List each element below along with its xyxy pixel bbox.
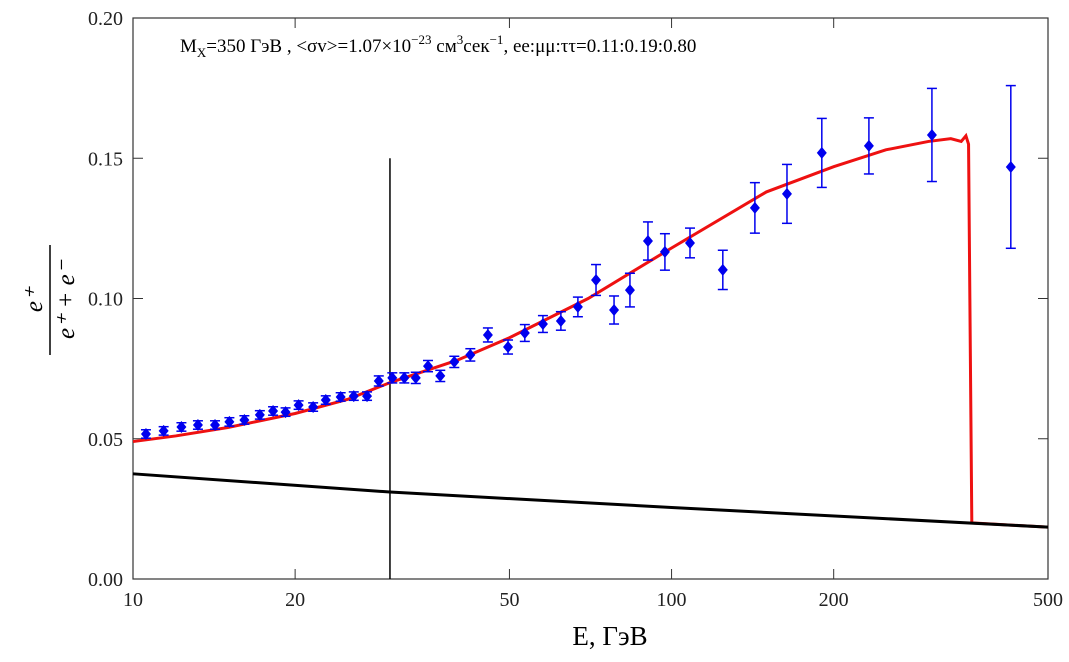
x-tick-label: 500 — [1033, 589, 1063, 611]
y-axis-label: e⁺ e⁺ + e⁻ — [21, 245, 80, 355]
data-point — [749, 201, 760, 214]
data-point — [555, 314, 566, 327]
data-point — [373, 374, 384, 387]
curve — [132, 132, 1049, 529]
data-point — [320, 394, 331, 407]
data-point — [308, 401, 319, 414]
data-point — [158, 424, 169, 437]
data-point — [659, 245, 670, 258]
data-point — [926, 128, 937, 141]
data-point — [268, 404, 279, 417]
data-point — [537, 318, 548, 331]
data-point — [519, 327, 530, 340]
data-point — [684, 236, 695, 249]
data-point — [572, 300, 583, 313]
x-tick-label: 100 — [657, 589, 687, 611]
data-point — [348, 390, 359, 403]
data-point — [423, 360, 434, 373]
data-point — [176, 420, 187, 433]
x-tick-label: 10 — [123, 589, 143, 611]
data-point — [254, 408, 265, 421]
data-point — [642, 234, 653, 247]
data-point — [280, 406, 291, 419]
data-point — [717, 263, 728, 276]
annotation: MX=350 ГэВ , <σv>=1.07×10−23 см3сек−1, e… — [180, 32, 696, 60]
data-point — [1005, 160, 1016, 173]
data-point — [410, 371, 421, 384]
data-point — [293, 399, 304, 412]
annotation-part: =350 ГэВ , <σv>=1.07×10 — [206, 36, 411, 57]
annotation-part: , ee:μμ:ττ=0.11:0.19:0.80 — [503, 36, 696, 57]
annotation-part: 3 — [457, 32, 464, 47]
annotation-part: M — [180, 36, 197, 57]
data-point — [224, 415, 235, 428]
annotation-part: см — [432, 36, 457, 57]
y-tick-label: 0.00 — [88, 569, 123, 591]
data-point — [435, 369, 446, 382]
data-point — [465, 348, 476, 361]
x-tick-label: 200 — [819, 589, 849, 611]
annotation-part: сек — [463, 36, 490, 57]
y-tick-label: 0.10 — [88, 289, 123, 311]
y-tick-label: 0.15 — [88, 148, 123, 170]
data-point — [449, 355, 460, 368]
data-point — [140, 427, 151, 440]
data-point — [609, 304, 620, 317]
data-point — [863, 139, 874, 152]
annotation-part: −23 — [411, 32, 431, 47]
annotation-part: −1 — [490, 32, 504, 47]
data-point — [399, 371, 410, 384]
data-point — [482, 328, 493, 341]
x-tick-label: 50 — [499, 589, 519, 611]
data-point — [591, 273, 602, 286]
annotation-part: X — [197, 45, 207, 60]
data-point — [192, 419, 203, 432]
x-axis-label: E, ГэВ — [572, 621, 647, 651]
data-point — [335, 390, 346, 403]
data-point — [387, 371, 398, 384]
x-tick-label: 20 — [285, 589, 305, 611]
y-label-numerator: e⁺ — [21, 286, 48, 312]
data-point — [816, 146, 827, 159]
y-tick-label: 0.20 — [88, 8, 123, 30]
y-label-denominator: e⁺ + e⁻ — [53, 259, 80, 339]
data-point — [503, 341, 514, 354]
data-point — [624, 284, 635, 297]
data-point — [362, 390, 373, 403]
data-point — [210, 419, 221, 432]
data-point — [239, 413, 250, 426]
y-tick-label: 0.05 — [88, 429, 123, 451]
data-point — [781, 187, 792, 200]
curve — [132, 472, 1049, 529]
